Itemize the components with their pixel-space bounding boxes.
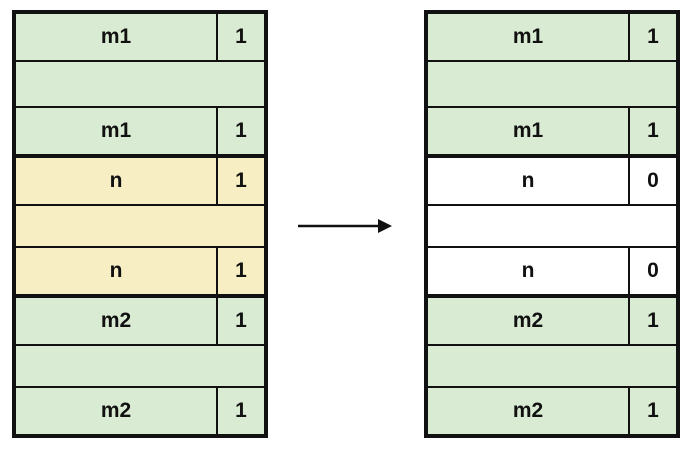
block-label: m2 (428, 298, 630, 344)
heap-before: m1 1 m1 1 n 1 n 1 m2 1 m2 1 (12, 10, 268, 438)
allocated-bit: 1 (235, 169, 247, 192)
block-label: n (428, 158, 630, 204)
allocated-bit: 1 (235, 399, 247, 422)
block-label: n (428, 248, 630, 294)
heap-block-m1: m1 1 m1 1 (428, 14, 676, 154)
heap-block-m1: m1 1 m1 1 (16, 14, 264, 154)
allocated-bit: 1 (647, 25, 659, 48)
block-label: m1 (428, 14, 630, 60)
allocated-bit: 0 (647, 259, 659, 282)
footer-tag: m1 1 (428, 106, 676, 154)
block-label: m2 (16, 388, 218, 434)
payload-area (16, 346, 264, 386)
block-label: m2 (16, 298, 218, 344)
header-tag: m1 1 (16, 14, 264, 62)
footer-tag: m2 1 (428, 386, 676, 434)
payload-area (428, 346, 676, 386)
heap-after: m1 1 m1 1 n 0 n 0 m2 1 m2 1 (424, 10, 680, 438)
heap-block-m2: m2 1 m2 1 (428, 294, 676, 434)
payload-area (16, 62, 264, 106)
block-label: m1 (428, 108, 630, 154)
allocated-bit: 1 (647, 399, 659, 422)
block-label: m1 (16, 14, 218, 60)
allocated-bit: 1 (235, 309, 247, 332)
footer-tag: m2 1 (16, 386, 264, 434)
block-label: m2 (428, 388, 630, 434)
block-label: n (16, 248, 218, 294)
allocated-bit: 1 (235, 259, 247, 282)
allocated-bit: 1 (235, 25, 247, 48)
header-tag: m2 1 (16, 298, 264, 346)
payload-area (16, 206, 264, 246)
heap-block-m2: m2 1 m2 1 (16, 294, 264, 434)
allocated-bit: 1 (235, 119, 247, 142)
header-tag: m2 1 (428, 298, 676, 346)
block-label: n (16, 158, 218, 204)
right-arrow-icon (298, 219, 392, 233)
allocated-bit: 1 (647, 119, 659, 142)
payload-area (428, 62, 676, 106)
header-tag: m1 1 (428, 14, 676, 62)
block-label: m1 (16, 108, 218, 154)
allocated-bit: 0 (647, 169, 659, 192)
payload-area (428, 206, 676, 246)
footer-tag: m1 1 (16, 106, 264, 154)
allocated-bit: 1 (647, 309, 659, 332)
